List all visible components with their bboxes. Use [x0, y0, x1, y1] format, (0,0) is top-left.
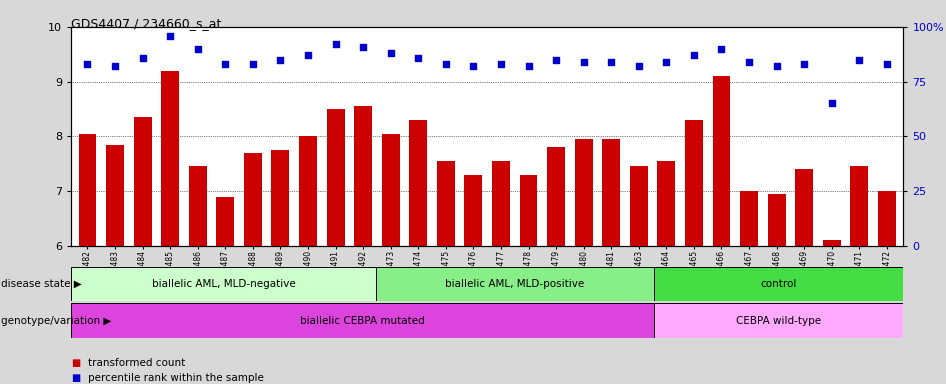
Bar: [217, 197, 235, 246]
Bar: [71, 303, 654, 338]
Point: [742, 59, 757, 65]
Bar: [547, 147, 565, 246]
Bar: [244, 153, 262, 246]
Point: [356, 43, 371, 50]
Point: [549, 56, 564, 63]
Bar: [575, 139, 592, 246]
Text: percentile rank within the sample: percentile rank within the sample: [88, 373, 264, 383]
Point: [383, 50, 398, 56]
Point: [880, 61, 895, 67]
Bar: [106, 144, 124, 246]
Bar: [161, 71, 179, 246]
Bar: [823, 240, 841, 246]
Point: [163, 33, 178, 39]
Bar: [382, 134, 399, 246]
Text: transformed count: transformed count: [88, 358, 185, 368]
Point: [824, 101, 839, 107]
Bar: [326, 109, 344, 246]
Text: CEBPA wild-type: CEBPA wild-type: [736, 316, 821, 326]
Point: [301, 52, 316, 58]
Bar: [796, 169, 814, 246]
Point: [769, 63, 784, 70]
Text: biallelic AML, MLD-positive: biallelic AML, MLD-positive: [446, 279, 585, 289]
Bar: [71, 267, 377, 301]
Bar: [878, 191, 896, 246]
Point: [465, 63, 481, 70]
Point: [604, 59, 619, 65]
Text: GDS4407 / 234660_s_at: GDS4407 / 234660_s_at: [71, 17, 221, 30]
Text: ■: ■: [71, 373, 80, 383]
Bar: [767, 194, 785, 246]
Bar: [299, 136, 317, 246]
Bar: [740, 191, 758, 246]
Bar: [850, 166, 868, 246]
Point: [631, 63, 646, 70]
Point: [272, 56, 288, 63]
Text: biallelic AML, MLD-negative: biallelic AML, MLD-negative: [151, 279, 295, 289]
Point: [245, 61, 260, 67]
Point: [714, 46, 729, 52]
Text: biallelic CEBPA mutated: biallelic CEBPA mutated: [300, 316, 425, 326]
Point: [851, 56, 867, 63]
Bar: [79, 134, 96, 246]
Point: [135, 55, 150, 61]
Point: [576, 59, 591, 65]
Point: [521, 63, 536, 70]
Point: [797, 61, 812, 67]
Bar: [712, 76, 730, 246]
Bar: [603, 139, 621, 246]
Bar: [464, 175, 482, 246]
Point: [190, 46, 205, 52]
Bar: [437, 161, 455, 246]
Bar: [519, 175, 537, 246]
Point: [411, 55, 426, 61]
Point: [438, 61, 453, 67]
Bar: [630, 166, 648, 246]
Bar: [189, 166, 207, 246]
Bar: [133, 117, 151, 246]
Bar: [410, 120, 428, 246]
Text: disease state ▶: disease state ▶: [1, 279, 81, 289]
Bar: [492, 161, 510, 246]
Text: control: control: [761, 279, 797, 289]
Point: [658, 59, 674, 65]
Bar: [377, 267, 654, 301]
Text: ■: ■: [71, 358, 80, 368]
Bar: [657, 161, 675, 246]
Point: [108, 63, 123, 70]
Bar: [354, 106, 372, 246]
Bar: [654, 303, 903, 338]
Bar: [654, 267, 903, 301]
Bar: [272, 150, 289, 246]
Point: [687, 52, 702, 58]
Point: [328, 41, 343, 48]
Bar: [685, 120, 703, 246]
Text: genotype/variation ▶: genotype/variation ▶: [1, 316, 112, 326]
Point: [494, 61, 509, 67]
Point: [79, 61, 95, 67]
Point: [218, 61, 233, 67]
